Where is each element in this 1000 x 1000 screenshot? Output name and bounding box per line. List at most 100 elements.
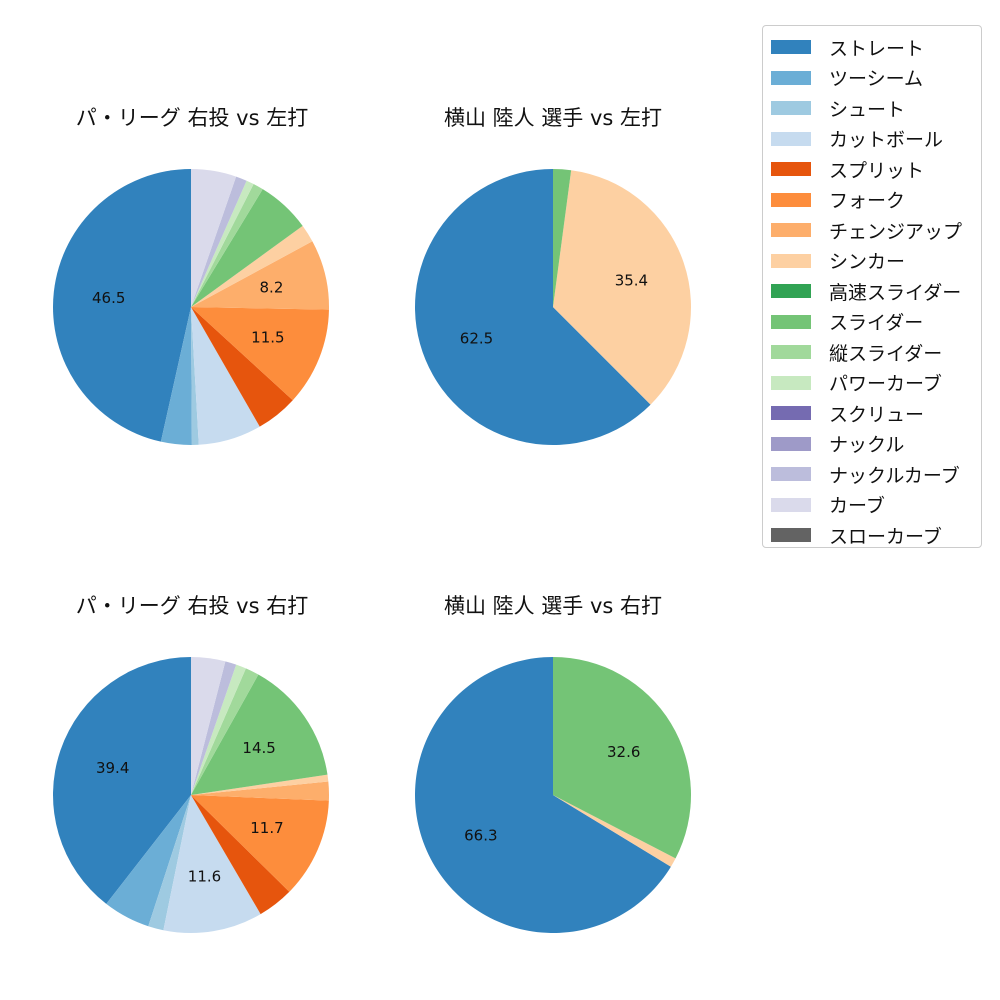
pie-data-label: 8.2: [260, 278, 284, 296]
legend-swatch: [771, 223, 811, 238]
legend-label: スクリュー: [829, 403, 925, 426]
legend-item: スローカーブ: [763, 520, 981, 551]
legend-item: スプリット: [763, 154, 981, 185]
pie-slice: [415, 169, 651, 446]
pie-slice: [191, 189, 303, 307]
legend-item: シンカー: [763, 246, 981, 277]
pie-slice: [553, 657, 692, 859]
legend-label: ナックルカーブ: [829, 464, 960, 487]
pie-data-label: 14.5: [242, 739, 275, 757]
legend-swatch: [771, 528, 811, 543]
pie-slice: [163, 795, 261, 933]
pie-slice: [191, 176, 247, 307]
pie-slice: [191, 307, 293, 427]
pie-data-label: 11.5: [251, 329, 284, 347]
legend-item: フォーク: [763, 185, 981, 216]
pie-slice: [160, 307, 192, 446]
legend-item: シュート: [763, 93, 981, 124]
pie-chart-1: 62.5 35.4: [415, 169, 692, 446]
legend-label: ツーシーム: [829, 68, 924, 91]
legend-label: スプリット: [829, 159, 925, 182]
legend-label: チェンジアップ: [829, 220, 963, 243]
pie-data-label: 46.5: [92, 289, 125, 307]
pie-slice: [191, 184, 263, 307]
pie-data-label: 11.6: [188, 868, 221, 886]
legend-label: カーブ: [829, 495, 885, 518]
pie-title-league-vs-left: パ・リーグ 右投 vs 左打: [75, 106, 309, 130]
legend-item: スライダー: [763, 307, 981, 338]
pie-slice: [191, 307, 329, 401]
pie-slice: [191, 664, 246, 795]
legend-swatch: [771, 253, 811, 268]
legend-swatch: [771, 70, 811, 85]
legend-swatch: [771, 375, 811, 390]
pie-slice: [191, 241, 329, 310]
legend-label: シンカー: [829, 251, 906, 274]
pie-slice: [148, 795, 191, 931]
legend-label: 縦スライダー: [829, 342, 943, 365]
pie-slice: [191, 307, 199, 445]
pie-slice: [191, 668, 259, 795]
legend-item: 縦スライダー: [763, 337, 981, 368]
legend-swatch: [771, 467, 811, 482]
pie-title-player-vs-left: 横山 陸人 選手 vs 左打: [443, 106, 663, 130]
pie-slice: [191, 795, 290, 915]
pie-slice: [191, 795, 329, 892]
pie-slice: [191, 774, 329, 795]
legend-item: チェンジアップ: [763, 215, 981, 246]
pie-slice: [52, 169, 192, 442]
pie-chart-3: 66.3 32.6: [414, 657, 692, 933]
legend-item: ナックル: [763, 429, 981, 460]
legend-swatch: [771, 131, 811, 146]
pie-slice: [191, 657, 226, 795]
legend-swatch: [771, 284, 811, 299]
pie-slice: [191, 307, 260, 445]
legend-swatch: [771, 497, 811, 512]
pie-data-label: 39.4: [96, 759, 129, 777]
pie-slice: [53, 657, 192, 904]
pie-data-label: 62.5: [460, 330, 493, 348]
pie-slice: [191, 169, 237, 307]
legend-label: カットボール: [829, 129, 944, 152]
pie-slice: [191, 661, 237, 795]
legend-swatch: [771, 406, 811, 421]
legend-label: 高速スライダー: [829, 281, 962, 304]
legend-swatch: [771, 162, 811, 177]
pie-slice: [191, 674, 328, 795]
legend-item: カットボール: [763, 124, 981, 155]
legend-swatch: [771, 436, 811, 451]
pie-slice: [553, 170, 692, 405]
legend-item: ストレート: [763, 32, 981, 63]
pie-slice: [553, 169, 572, 307]
legend-label: フォーク: [829, 190, 906, 213]
pie-slice: [106, 795, 191, 927]
pie-data-label: 11.7: [250, 819, 283, 837]
legend-label: スライダー: [829, 312, 924, 335]
legend-item: ナックルカーブ: [763, 459, 981, 490]
legend-swatch: [771, 101, 811, 116]
pie-slice: [191, 180, 254, 307]
legend-label: シュート: [829, 98, 906, 121]
legend-swatch: [771, 345, 811, 360]
pie-slice: [191, 781, 329, 801]
legend-item: 高速スライダー: [763, 276, 981, 307]
legend-label: スローカーブ: [829, 525, 942, 548]
legend: ストレートツーシームシュートカットボール スプリットフォークチェンジアップ シンカー…: [762, 25, 982, 548]
pie-title-player-vs-right: 横山 陸人 選手 vs 右打: [443, 594, 663, 618]
legend-item: ツーシーム: [763, 63, 981, 94]
legend-swatch: [771, 192, 811, 207]
pie-slice: [553, 795, 676, 867]
pie-data-label: 66.3: [464, 827, 497, 845]
legend-item: スクリュー: [763, 398, 981, 429]
legend-label: ストレート: [829, 37, 925, 60]
pie-chart-2: 39.4 11.6 11.7 14.5: [53, 657, 329, 933]
legend-item: カーブ: [763, 490, 981, 521]
legend-swatch: [771, 314, 811, 329]
legend-label: パワーカーブ: [829, 373, 942, 396]
pie-data-label: 32.6: [607, 743, 640, 761]
legend-label: ナックル: [829, 434, 905, 457]
pie-title-league-vs-right: パ・リーグ 右投 vs 右打: [75, 594, 309, 618]
pie-chart-0: 46.5 11.5 8.2: [52, 169, 329, 446]
pie-slice: [191, 225, 313, 307]
